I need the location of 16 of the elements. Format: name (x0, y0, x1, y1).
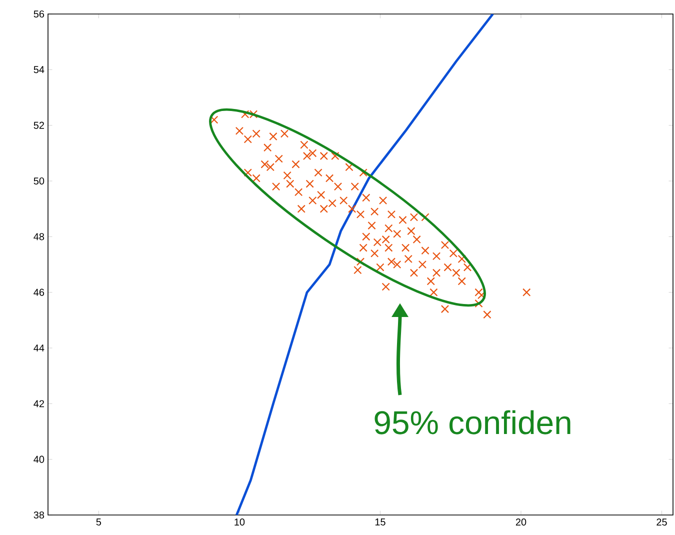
y-tick-label: 38 (34, 511, 44, 519)
y-tick-label: 54 (34, 66, 44, 74)
x-tick-label: 25 (656, 518, 667, 526)
y-tick-label: 46 (34, 288, 44, 296)
x-tick-label: 10 (234, 518, 245, 526)
x-tick-label: 5 (96, 518, 102, 526)
y-tick-label: 50 (34, 177, 44, 185)
annotation: 95% confiden (374, 410, 570, 434)
y-tick-label: 52 (34, 122, 44, 129)
x-tick-label: 20 (516, 518, 526, 526)
y-tick-label: 48 (34, 233, 44, 240)
y-tick-label: 44 (34, 344, 44, 352)
y-tick-label: 40 (34, 456, 44, 463)
y-tick-label: 56 (34, 10, 44, 18)
y-tick-label: 42 (34, 400, 44, 408)
x-tick-label: 15 (375, 518, 386, 526)
